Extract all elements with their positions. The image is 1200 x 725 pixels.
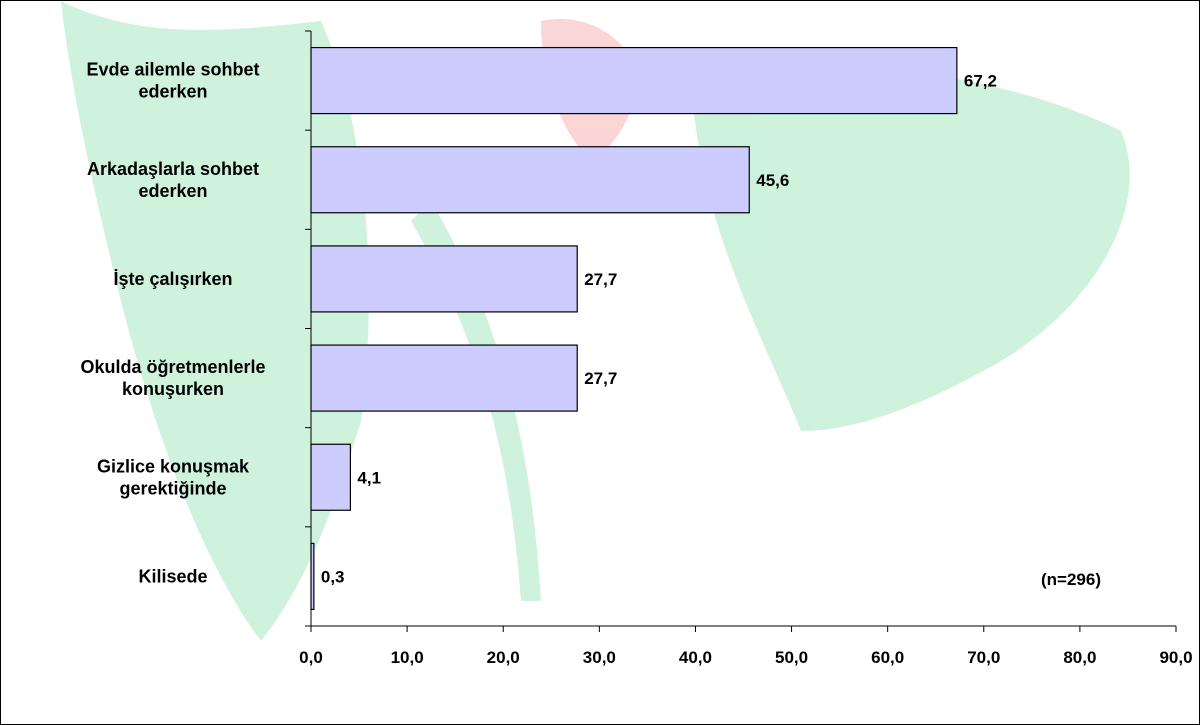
bar[interactable] [310, 443, 352, 511]
value-label: 27,7 [584, 270, 617, 289]
category-label-line: İşte çalışırken [113, 269, 232, 289]
category-label: Arkadaşlarla sohbet ederken [87, 159, 259, 201]
category-label-line: konuşurken [122, 379, 224, 399]
value-label: 45,6 [756, 171, 789, 190]
x-tick-label: 50,0 [775, 648, 808, 667]
category-label-line: ederken [138, 181, 207, 201]
watermark-leaf-right [691, 67, 1130, 431]
category-label: Okulda öğretmenlerle konuşurken [80, 357, 265, 399]
x-tick-label: 0,0 [299, 648, 323, 667]
x-tick-label: 40,0 [679, 648, 712, 667]
watermark-leaf-left [61, 1, 369, 641]
category-label-line: Arkadaşlarla sohbet [87, 159, 259, 179]
x-tick-label: 30,0 [583, 648, 616, 667]
bar[interactable] [310, 245, 578, 313]
x-tick-label: 20,0 [487, 648, 520, 667]
category-label-line: Gizlice konuşmak [97, 456, 250, 476]
x-tick-label: 60,0 [871, 648, 904, 667]
watermark-stem [411, 201, 541, 601]
x-tick-label: 10,0 [391, 648, 424, 667]
category-label: Gizlice konuşmak gerektiğinde [97, 456, 250, 498]
value-label: 0,3 [321, 567, 345, 586]
category-label-line: Okulda öğretmenlerle [80, 357, 265, 377]
bar[interactable] [310, 46, 958, 115]
x-tick-label: 90,0 [1159, 648, 1192, 667]
category-label-line: Kilisede [138, 566, 207, 586]
x-tick-label: 70,0 [967, 648, 1000, 667]
bar[interactable] [310, 146, 750, 214]
category-label: Evde ailemle sohbet ederken [86, 60, 259, 102]
x-tick-label: 80,0 [1063, 648, 1096, 667]
value-label: 4,1 [357, 468, 381, 487]
category-label-line: gerektiğinde [119, 478, 226, 498]
category-label: Kilisede [138, 566, 207, 586]
value-label: 27,7 [584, 369, 617, 388]
bar[interactable] [310, 344, 578, 412]
value-label: 67,2 [964, 72, 997, 91]
sample-size-note: (n=296) [1041, 570, 1101, 589]
category-label-line: Evde ailemle sohbet [86, 60, 259, 80]
category-label: İşte çalışırken [113, 269, 232, 289]
category-label-line: ederken [138, 82, 207, 102]
